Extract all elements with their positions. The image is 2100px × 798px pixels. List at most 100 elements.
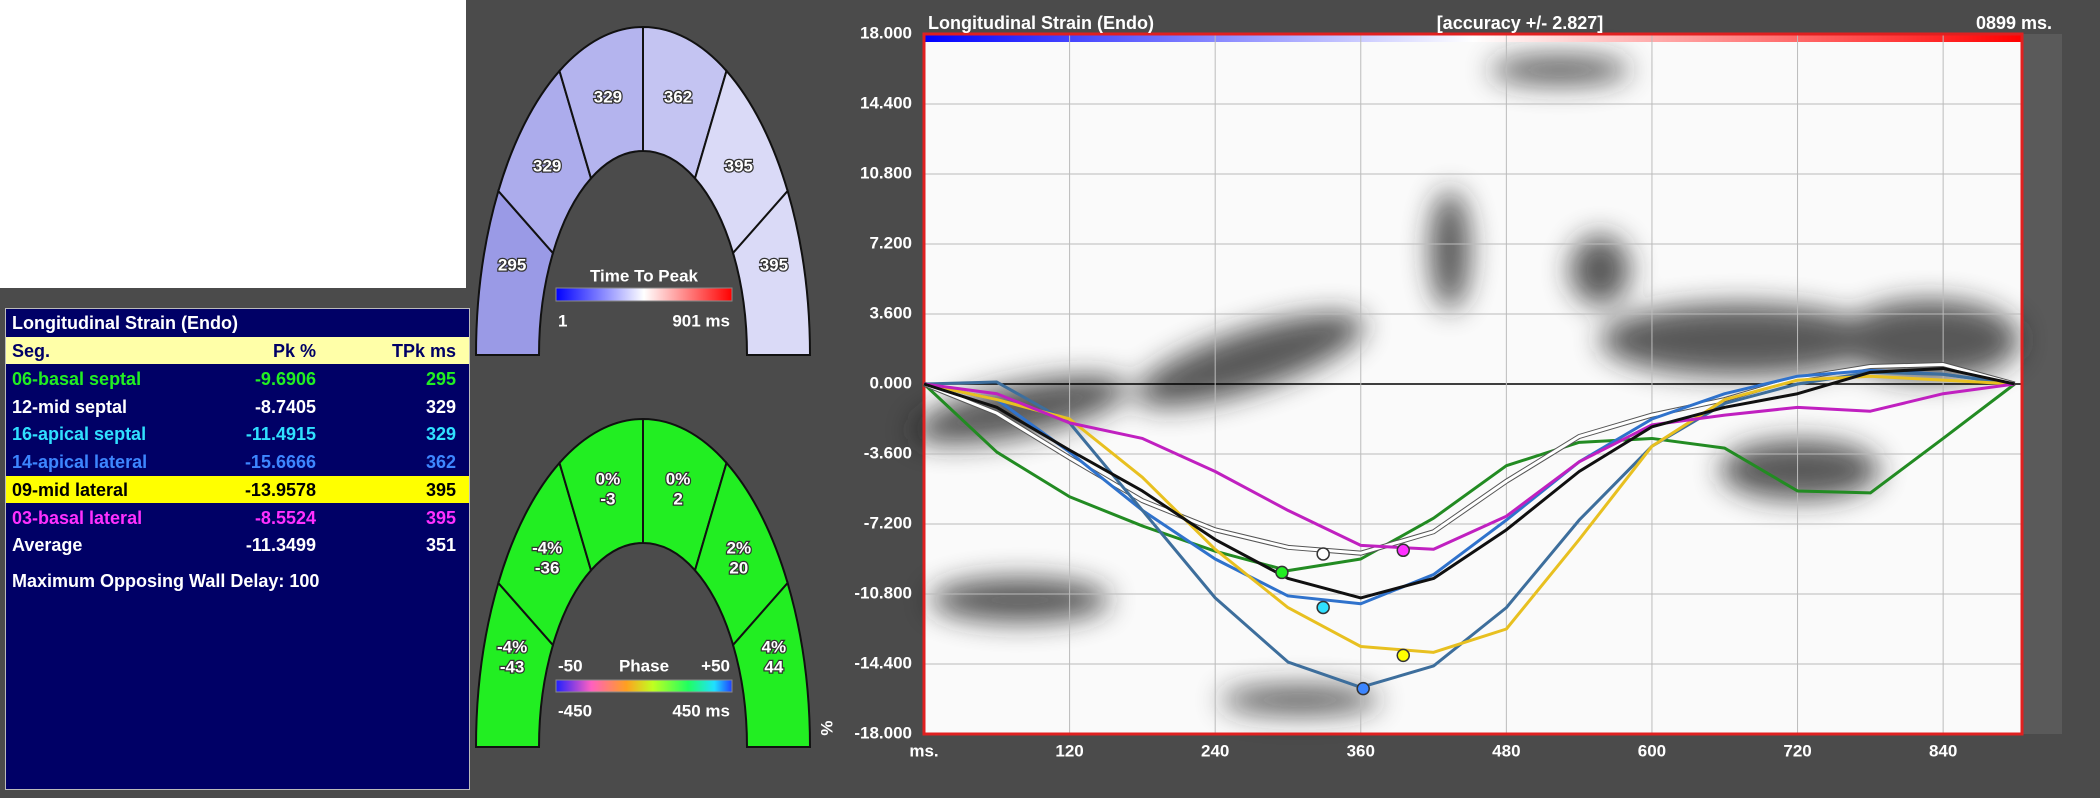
echo-blob <box>1490 56 1630 84</box>
echo-blob <box>1600 304 1880 376</box>
segment-phase: -36 <box>535 558 560 577</box>
colorbar-label: +50 <box>701 656 730 675</box>
colorbar-label: Phase <box>619 656 669 675</box>
table-row: 06-basal septal -9.6906 295 <box>6 365 469 392</box>
segment-name: 16-apical septal <box>12 424 147 445</box>
table-row: 14-apical lateral -15.6666 362 <box>6 448 469 475</box>
strain-colorbar <box>924 34 2022 42</box>
segment-phase: 20 <box>729 558 748 577</box>
table-row: 16-apical septal -11.4915 329 <box>6 420 469 447</box>
peak-marker <box>1316 547 1330 561</box>
echo-blob <box>912 375 1128 445</box>
strain-table: Longitudinal Strain (Endo) Seg. Pk % TPk… <box>5 308 470 790</box>
segment-percent: -4% <box>532 538 562 557</box>
segment-name: 06-basal septal <box>12 369 142 389</box>
table-title: Longitudinal Strain (Endo) <box>12 313 238 333</box>
peak-marker <box>1275 565 1289 580</box>
segment-label: 362 <box>664 88 692 107</box>
segment-percent: 0% <box>666 470 691 489</box>
peak-strain: -9.6906 <box>254 369 316 389</box>
x-tick-label: 120 <box>1055 741 1083 760</box>
x-tick-label: 360 <box>1347 741 1375 760</box>
y-tick-label: -7.200 <box>864 513 912 532</box>
peak-strain: -8.5524 <box>254 507 316 528</box>
table-title-row: Longitudinal Strain (Endo) <box>6 309 469 336</box>
segment-phase: 2 <box>673 490 682 509</box>
header-cell: TPk ms <box>391 341 456 361</box>
accuracy-label: [accuracy +/- 2.827] <box>1437 13 1604 33</box>
segment-label: 395 <box>760 256 788 275</box>
x-tick-label: 240 <box>1201 741 1229 760</box>
time-label: 0899 ms. <box>1976 13 2052 33</box>
time-to-peak: 351 <box>425 535 456 556</box>
time-to-peak: 362 <box>425 452 456 473</box>
segment-phase: 44 <box>764 658 783 677</box>
header-cell: Pk % <box>272 341 316 361</box>
colorbar-label: Time To Peak <box>590 266 699 285</box>
table-row: Average -11.3499 351 <box>6 531 469 558</box>
time-to-peak: 395 <box>425 507 456 528</box>
peak-strain: -11.4915 <box>245 424 316 445</box>
table-row: 12-mid septal -8.7405 329 <box>6 393 469 420</box>
segment-name: 12-mid septal <box>12 396 128 417</box>
time-to-peak: 329 <box>425 396 456 417</box>
peak-strain: -15.6666 <box>244 452 316 473</box>
chart-title: Longitudinal Strain (Endo) <box>928 13 1154 33</box>
x-tick-label: 720 <box>1783 741 1811 760</box>
colorbar-label: -50 <box>558 656 583 675</box>
y-tick-label: 0.000 <box>869 373 912 392</box>
echo-blob <box>1220 686 1380 714</box>
segment-phase: -43 <box>500 658 525 677</box>
series-line <box>923 374 2015 654</box>
colorbar-label: 1 <box>558 311 567 330</box>
y-tick-label: 7.200 <box>869 233 912 252</box>
segment-name: 03-basal lateral <box>12 507 143 528</box>
peak-strain: -13.9578 <box>244 479 316 500</box>
segment-label: 329 <box>594 88 622 107</box>
peak-marker <box>1356 681 1370 696</box>
segment-name: 09-mid lateral <box>12 479 129 500</box>
y-tick-label: -18.000 <box>854 723 912 742</box>
y-tick-label: -10.800 <box>854 583 912 602</box>
series-line <box>923 368 2015 606</box>
peak-marker <box>1396 543 1410 558</box>
colorbar-label: 901 ms <box>672 311 730 330</box>
series-line <box>922 382 2016 573</box>
segment-label: 295 <box>498 256 526 275</box>
segment-phase: -3 <box>600 490 615 509</box>
peak-marker <box>1396 648 1410 663</box>
y-axis-label: % <box>817 720 836 735</box>
table-header: Seg. Pk % TPk ms <box>6 337 469 364</box>
series-line <box>923 366 2016 600</box>
echo-blob <box>1570 235 1630 305</box>
segment-name: Average <box>12 535 83 556</box>
x-tick-label: ms. <box>909 741 938 760</box>
y-tick-label: -3.600 <box>864 443 912 462</box>
y-tick-label: 3.600 <box>869 303 912 322</box>
series-line <box>923 382 2015 551</box>
x-tick-label: 480 <box>1492 741 1520 760</box>
segment-name: 14-apical lateral <box>12 452 148 473</box>
segment-percent: 4% <box>762 638 787 657</box>
echo-blob <box>1720 440 1880 500</box>
time-to-peak: 295 <box>425 369 456 389</box>
colorbar <box>555 679 733 693</box>
y-tick-label: 18.000 <box>860 23 912 42</box>
echo-blob <box>1840 300 2020 380</box>
table-row: 03-basal lateral -8.5524 395 <box>6 504 469 531</box>
colorbar <box>555 287 733 302</box>
echo-blob <box>1430 190 1470 310</box>
x-tick-label: 840 <box>1929 741 1957 760</box>
bullseye-segment <box>731 188 812 356</box>
peak-marker <box>1316 600 1330 615</box>
segment-percent: 2% <box>727 538 752 557</box>
bullseye-segment <box>731 580 812 748</box>
y-tick-label: 14.400 <box>860 93 912 112</box>
colorbar-label: -450 <box>558 701 592 720</box>
plot-margin <box>2022 34 2062 734</box>
peak-strain: -8.7405 <box>254 396 316 417</box>
header-cell: Seg. <box>12 341 51 361</box>
x-tick-label: 600 <box>1638 741 1666 760</box>
